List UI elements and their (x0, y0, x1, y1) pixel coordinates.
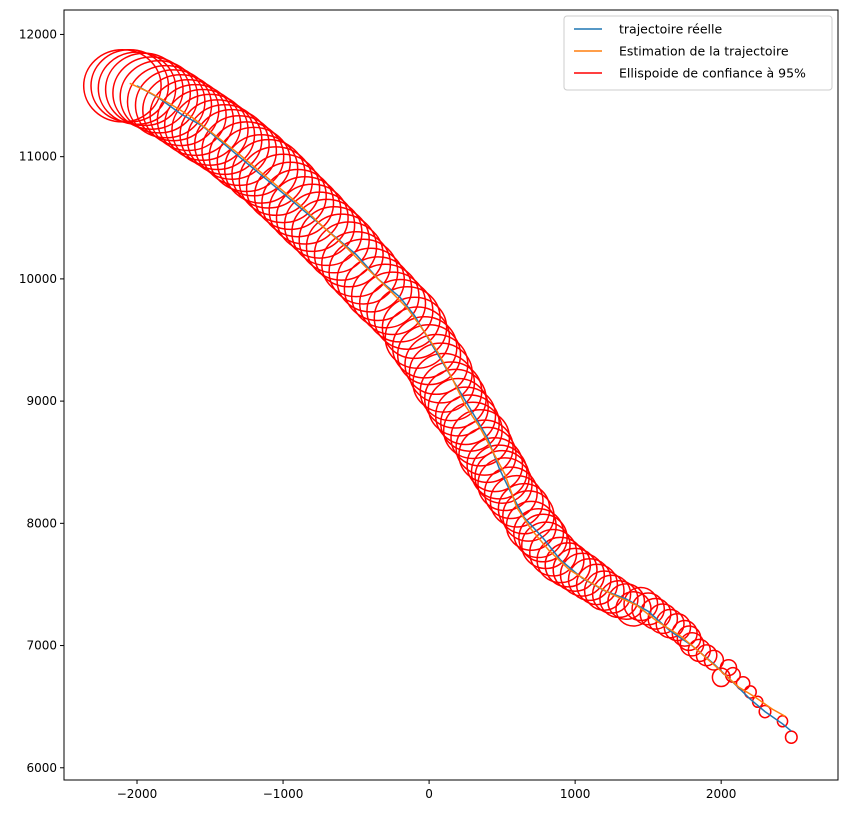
confidence-ellipse (404, 333, 469, 396)
trajectory-lines (129, 82, 792, 732)
confidence-ellipse (343, 256, 413, 322)
confidence-ellipse (513, 507, 565, 559)
confidence-ellipse (419, 361, 483, 422)
confidence-ellipse (427, 377, 489, 437)
confidence-ellipse (313, 221, 384, 288)
confidence-ellipse (434, 386, 497, 446)
confidence-ellipse (477, 457, 533, 512)
legend: trajectoire réelle Estimation de la traj… (563, 15, 833, 91)
x-tick-label: −1000 (263, 787, 304, 801)
confidence-ellipse (518, 513, 568, 563)
x-tick-label: 1000 (560, 787, 591, 801)
confidence-ellipse (544, 542, 592, 588)
confidence-ellipse (483, 466, 538, 520)
confidence-ellipse (536, 536, 585, 584)
confidence-ellipse (623, 586, 659, 622)
confidence-ellipse (82, 48, 162, 123)
y-tick-label: 6000 (26, 761, 57, 775)
legend-label-ellipse: Ellispoide de confiance à 95% (619, 66, 806, 81)
confidence-ellipse (784, 730, 798, 745)
confidence-ellipse (321, 231, 392, 298)
legend-label-estimate: Estimation de la trajectoire (619, 44, 789, 59)
confidence-ellipse (758, 704, 772, 719)
confidence-ellipse (112, 56, 192, 130)
y-tick-label: 11000 (19, 150, 57, 164)
y-tick-label: 9000 (26, 394, 57, 408)
x-tick-label: 2000 (706, 787, 737, 801)
confidence-ellipse (134, 69, 213, 142)
y-tick-label: 7000 (26, 639, 57, 653)
confidence-ellipse (743, 685, 757, 699)
confidence-ellipse (298, 206, 370, 274)
series-line-estimate (129, 82, 786, 718)
confidence-ellipse (440, 394, 500, 452)
x-tick-label: −2000 (117, 787, 158, 801)
confidence-ellipse (391, 315, 458, 379)
x-tick-label: 0 (425, 787, 433, 801)
y-tick-label: 10000 (19, 272, 57, 286)
confidence-ellipse (671, 619, 698, 647)
confidence-ellipse (119, 59, 199, 134)
confidence-ellipse (631, 592, 666, 626)
legend-box (563, 15, 833, 91)
y-tick-label: 12000 (19, 27, 57, 41)
confidence-ellipse (599, 580, 639, 619)
confidence-ellipse (291, 198, 363, 267)
confidence-ellipse (676, 625, 702, 652)
confidence-ellipse (529, 528, 578, 577)
confidence-ellipse (450, 408, 511, 467)
confidence-ellipse (474, 449, 530, 504)
confidence-ellipse (373, 286, 441, 350)
legend-label-real: trajectoire réelle (619, 22, 722, 37)
confidence-ellipse (615, 591, 652, 627)
x-axis-ticks: −2000 −1000 0 1000 2000 (117, 780, 737, 801)
confidence-ellipse (412, 352, 476, 413)
plot-frame (63, 9, 839, 781)
y-axis-ticks: 6000 7000 8000 9000 10000 11000 12000 (19, 27, 64, 775)
confidence-ellipses (82, 48, 798, 745)
confidence-ellipse (679, 631, 705, 657)
confidence-ellipse (366, 278, 434, 343)
confidence-ellipse (552, 547, 598, 592)
confidence-ellipse (442, 401, 503, 460)
confidence-ellipse (126, 64, 206, 139)
confidence-ellipse (408, 342, 473, 404)
confidence-ellipse (502, 490, 555, 542)
confidence-ellipse (711, 667, 731, 688)
y-tick-label: 8000 (26, 516, 57, 530)
confidence-ellipse (776, 715, 789, 728)
confidence-ellipse (328, 238, 399, 305)
confidence-ellipse (142, 74, 220, 147)
confidence-ellipse (305, 213, 378, 281)
